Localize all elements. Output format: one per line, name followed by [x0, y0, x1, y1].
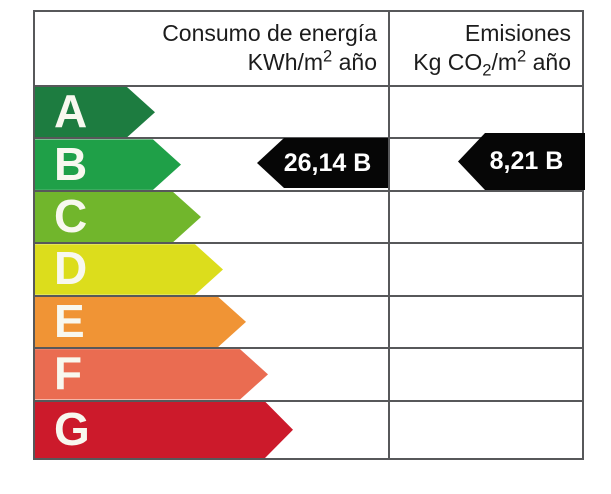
rating-letter-g: G [54, 402, 90, 455]
rating-row-d: D [35, 244, 582, 297]
rating-cell-g: G [35, 401, 390, 458]
value-cell-d [390, 244, 582, 294]
rating-table: Consumo de energía KWh/m2 año Emisiones … [33, 10, 584, 460]
emissions-header-units: Kg CO2/m2 año [390, 46, 571, 80]
consumption-value: 26,14 B [283, 148, 372, 177]
value-cell-a [390, 87, 582, 137]
consumption-units-exponent: 2 [323, 46, 333, 66]
rating-letter-f: F [54, 347, 83, 400]
consumption-value-tag: 26,14 B [257, 138, 388, 188]
emissions-value-tag: 8,21 B [458, 133, 585, 190]
rating-cell-c: C [35, 191, 390, 243]
consumption-column-header: Consumo de energía KWh/m2 año [35, 12, 390, 85]
rating-letter-b: B [54, 137, 88, 190]
emissions-units-exponent: 2 [517, 46, 527, 66]
rating-bar-e: E [35, 297, 246, 347]
value-cell-e [390, 297, 582, 347]
rating-cell-b: B [35, 139, 390, 190]
consumption-header-units: KWh/m2 año [35, 48, 377, 77]
rating-bar-a: A [35, 87, 155, 137]
rating-row-c: C [35, 191, 582, 245]
rating-cell-e: E [35, 296, 390, 348]
emissions-units-suffix: año [526, 49, 571, 75]
emissions-units-subscript: 2 [482, 60, 492, 80]
emissions-column-header: Emisiones Kg CO2/m2 año [390, 12, 582, 85]
rating-row-b: B [35, 139, 582, 192]
rating-row-a: A [35, 87, 582, 140]
rating-bar-d: D [35, 244, 223, 294]
rating-row-g: G [35, 401, 582, 458]
rating-letter-c: C [54, 190, 88, 243]
rating-bar-b: B [35, 139, 181, 189]
emissions-header-title: Emisiones [464, 20, 571, 46]
rating-cell-a: A [35, 87, 390, 138]
rating-cell-f: F [35, 349, 390, 400]
rating-letter-d: D [54, 242, 88, 295]
emissions-units-prefix: Kg CO [413, 49, 483, 75]
rating-bar-f: F [35, 349, 268, 399]
emissions-value: 8,21 B [489, 147, 564, 175]
rating-row-e: E [35, 296, 582, 350]
value-cell-f [390, 349, 582, 399]
table-header: Consumo de energía KWh/m2 año Emisiones … [35, 12, 582, 87]
rating-bar-g: G [35, 402, 293, 458]
consumption-units-prefix: KWh/m [247, 49, 324, 75]
rating-letter-a: A [54, 85, 88, 138]
consumption-units-suffix: año [332, 49, 377, 75]
rating-letter-e: E [54, 294, 85, 347]
rating-cell-d: D [35, 244, 390, 295]
emissions-units-mid: /m [491, 49, 518, 75]
value-cell-c [390, 192, 582, 242]
value-cell-g [390, 402, 582, 458]
rating-bar-c: C [35, 192, 201, 242]
consumption-header-title: Consumo de energía [162, 20, 377, 46]
rating-row-f: F [35, 349, 582, 402]
